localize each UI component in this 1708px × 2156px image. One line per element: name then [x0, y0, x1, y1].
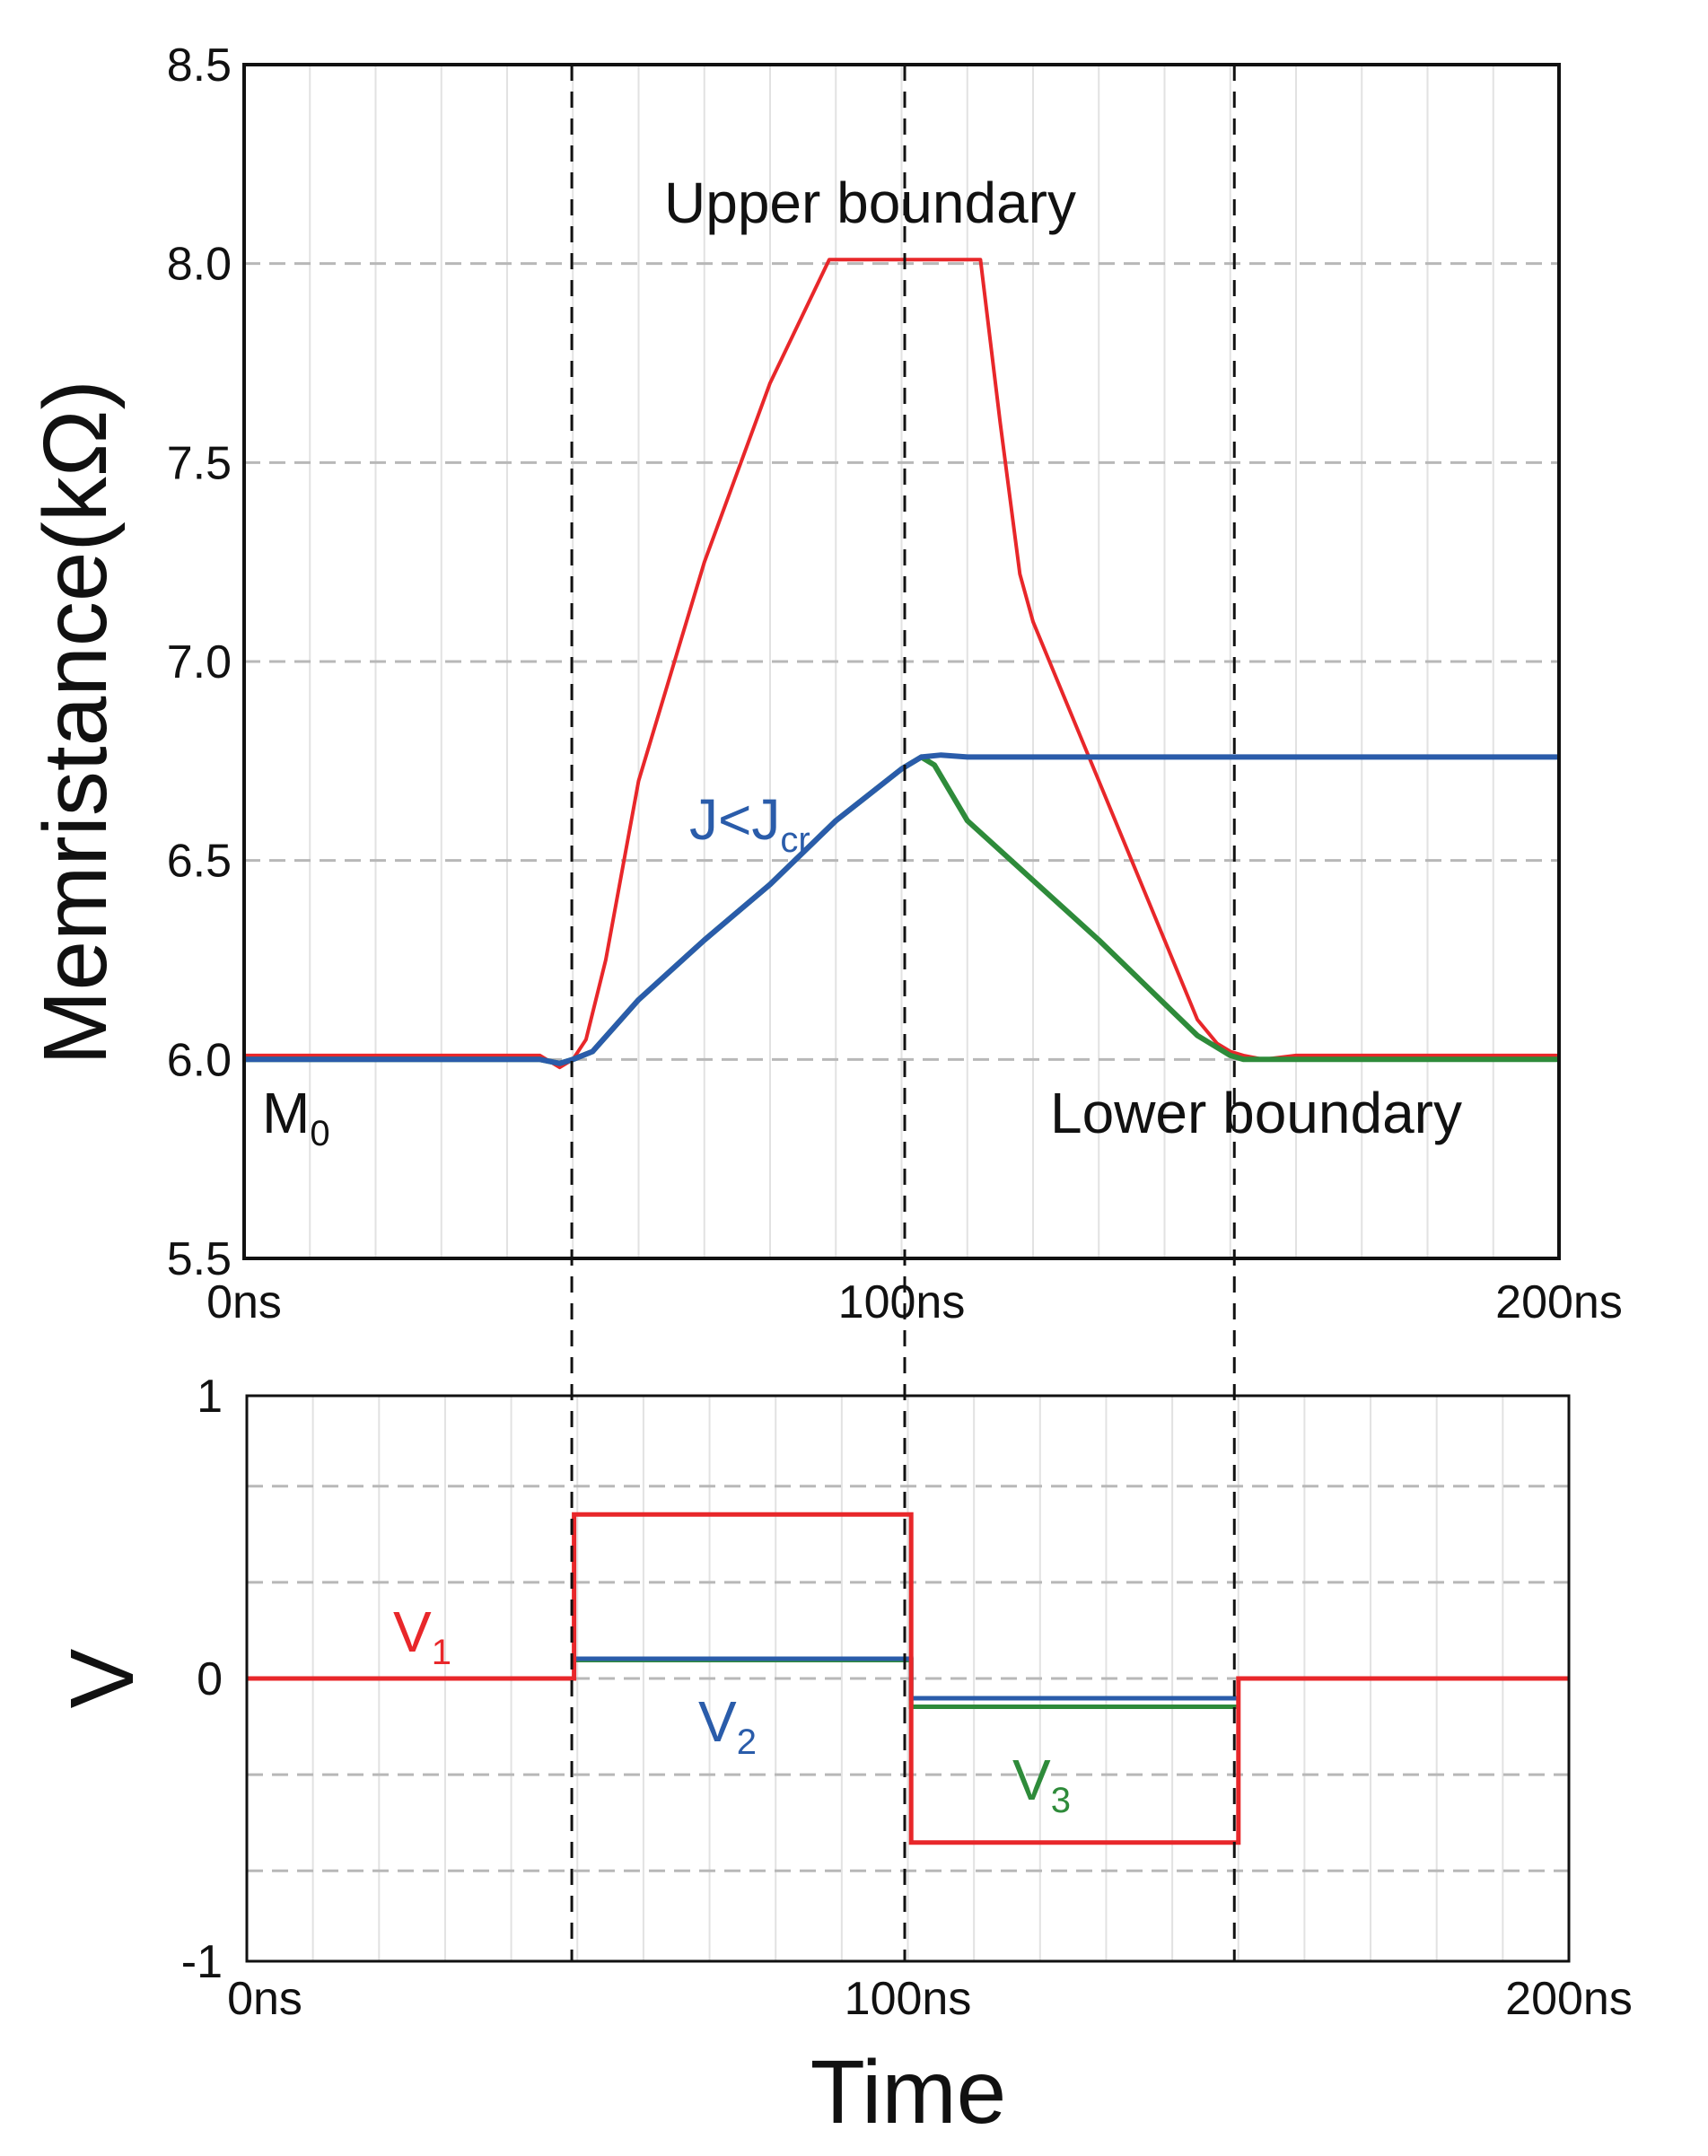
memristance-x-ticks: 0ns 100ns 200ns — [206, 1276, 1623, 1328]
m0-label: M0 — [262, 1081, 330, 1153]
voltage-x-tick-label: 100ns — [845, 1973, 972, 2025]
memristance-x-tick-label: 100ns — [838, 1276, 966, 1328]
v2-main-text: V — [698, 1689, 737, 1754]
memristance-series — [244, 258, 1559, 1070]
memristance-plot-frame — [242, 63, 1561, 1260]
v1-subscript: 1 — [432, 1633, 451, 1672]
v3-label: V3 — [1012, 1748, 1071, 1820]
voltage-x-ticks: 0ns 100ns 200ns — [227, 1973, 1633, 2025]
voltage-series — [247, 1512, 1569, 1845]
voltage-x-tick-label: 200ns — [1505, 1973, 1633, 2025]
upper-boundary-label: Upper boundary — [664, 171, 1076, 235]
memristance-y-tick-label: 8.5 — [167, 39, 232, 92]
memristance-y-tick-label: 8.0 — [167, 239, 232, 291]
voltage-y-tick-label: 1 — [197, 1371, 223, 1423]
v3-main-text: V — [1012, 1748, 1051, 1812]
v1-main-text: V — [393, 1599, 432, 1664]
memristance-chart: 5.5 6.0 6.5 7.0 7.5 8.0 8.5 0ns 100ns 200ns Memr… — [25, 39, 1623, 1328]
m0-main-text: M — [262, 1081, 310, 1145]
v2-subscript: 2 — [737, 1722, 757, 1762]
voltage-y-axis-label: V — [52, 1648, 153, 1708]
memristance-y-ticks: 5.5 6.0 6.5 7.0 7.5 8.0 8.5 — [167, 39, 232, 1285]
voltage-series-v1 — [247, 1512, 1569, 1845]
voltage-chart: -101 0ns 100ns 200ns V Time V1 V2 V3 — [52, 1371, 1633, 2143]
voltage-y-ticks: -1 0 1 — [181, 1371, 223, 1988]
voltage-y-tick-label: -1 — [181, 1936, 223, 1988]
memristance-y-tick-label: 6.0 — [167, 1034, 232, 1086]
j-jcr-subscript: cr — [780, 820, 810, 860]
voltage-horizontal-grid — [247, 1485, 1569, 1872]
m0-subscript: 0 — [310, 1114, 329, 1153]
memristance-y-tick-label: 6.5 — [167, 836, 232, 888]
memristance-y-axis-label: Memristance(kΩ) — [25, 380, 126, 1065]
v3-subscript: 3 — [1051, 1781, 1071, 1820]
memristance-x-tick-label: 200ns — [1495, 1276, 1623, 1328]
memristance-series-blue — [244, 752, 1559, 1066]
v1-label: V1 — [393, 1599, 451, 1672]
voltage-plot-frame — [245, 1394, 1571, 1963]
time-x-axis-label: Time — [810, 2042, 1007, 2143]
voltage-x-tick-label: 0ns — [227, 1973, 302, 2025]
lower-boundary-label: Lower boundary — [1050, 1081, 1462, 1145]
j-jcr-main-text: J<J — [689, 787, 780, 852]
j-jcr-label: J<Jcr — [689, 787, 810, 860]
voltage-y-tick-label: 0 — [197, 1653, 223, 1705]
memristance-x-tick-label: 0ns — [206, 1276, 282, 1328]
v2-label: V2 — [698, 1689, 757, 1762]
memristance-y-tick-label: 5.5 — [167, 1233, 232, 1285]
memristance-y-tick-label: 7.5 — [167, 437, 232, 489]
event-marker-lines — [570, 65, 1236, 1961]
memristance-y-tick-label: 7.0 — [167, 636, 232, 688]
